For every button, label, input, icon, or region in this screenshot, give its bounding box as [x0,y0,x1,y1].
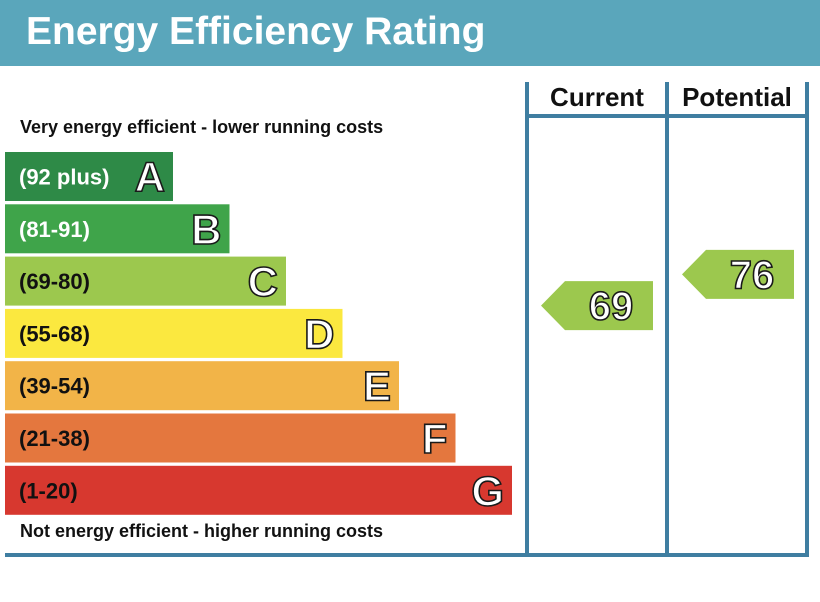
band-range-f: (21-38) [19,426,90,451]
band-letter-a: A [135,154,165,201]
band-bar-d [5,308,343,358]
band-bar-c [5,256,286,306]
band-letter-f: F [422,415,448,462]
potential-rating-arrow [682,249,794,299]
band-letter-b: B [191,206,221,253]
current-column-header: Current [550,82,644,112]
band-bar-g [5,465,512,515]
band-bar-a [5,152,173,201]
band-letter-d: D [304,310,334,357]
header-bar: Energy Efficiency Rating [0,0,820,66]
band-bar-e [5,361,399,411]
current-rating-value: 69 [589,285,634,329]
current-rating: 69 [541,281,653,331]
band-range-d: (55-68) [19,321,90,346]
band-range-c: (69-80) [19,269,90,294]
band-range-e: (39-54) [19,374,90,399]
band-g: (1-20) G [5,465,512,515]
band-bar-b [5,204,230,254]
band-d: (55-68) D [5,308,343,358]
band-letter-c: C [248,258,278,305]
band-c: (69-80) C [5,256,286,306]
table-frame [5,82,809,557]
band-b: (81-91) B [5,204,230,254]
band-a: (92 plus) A [5,152,173,201]
potential-column-header: Potential [682,82,792,112]
bottom-caption: Not energy efficient - higher running co… [20,521,384,541]
band-letter-e: E [363,363,391,410]
band-range-b: (81-91) [19,217,90,242]
band-f: (21-38) F [5,413,456,463]
band-range-a: (92 plus) [19,165,109,190]
potential-rating: 76 [682,249,794,299]
band-letter-g: G [471,467,504,514]
band-e: (39-54) E [5,361,399,411]
current-rating-arrow [541,281,653,331]
page-title: Energy Efficiency Rating [26,10,486,53]
band-bar-f [5,413,456,463]
band-range-g: (1-20) [19,478,78,503]
top-caption: Very energy efficient - lower running co… [20,117,384,137]
potential-rating-value: 76 [730,253,775,297]
